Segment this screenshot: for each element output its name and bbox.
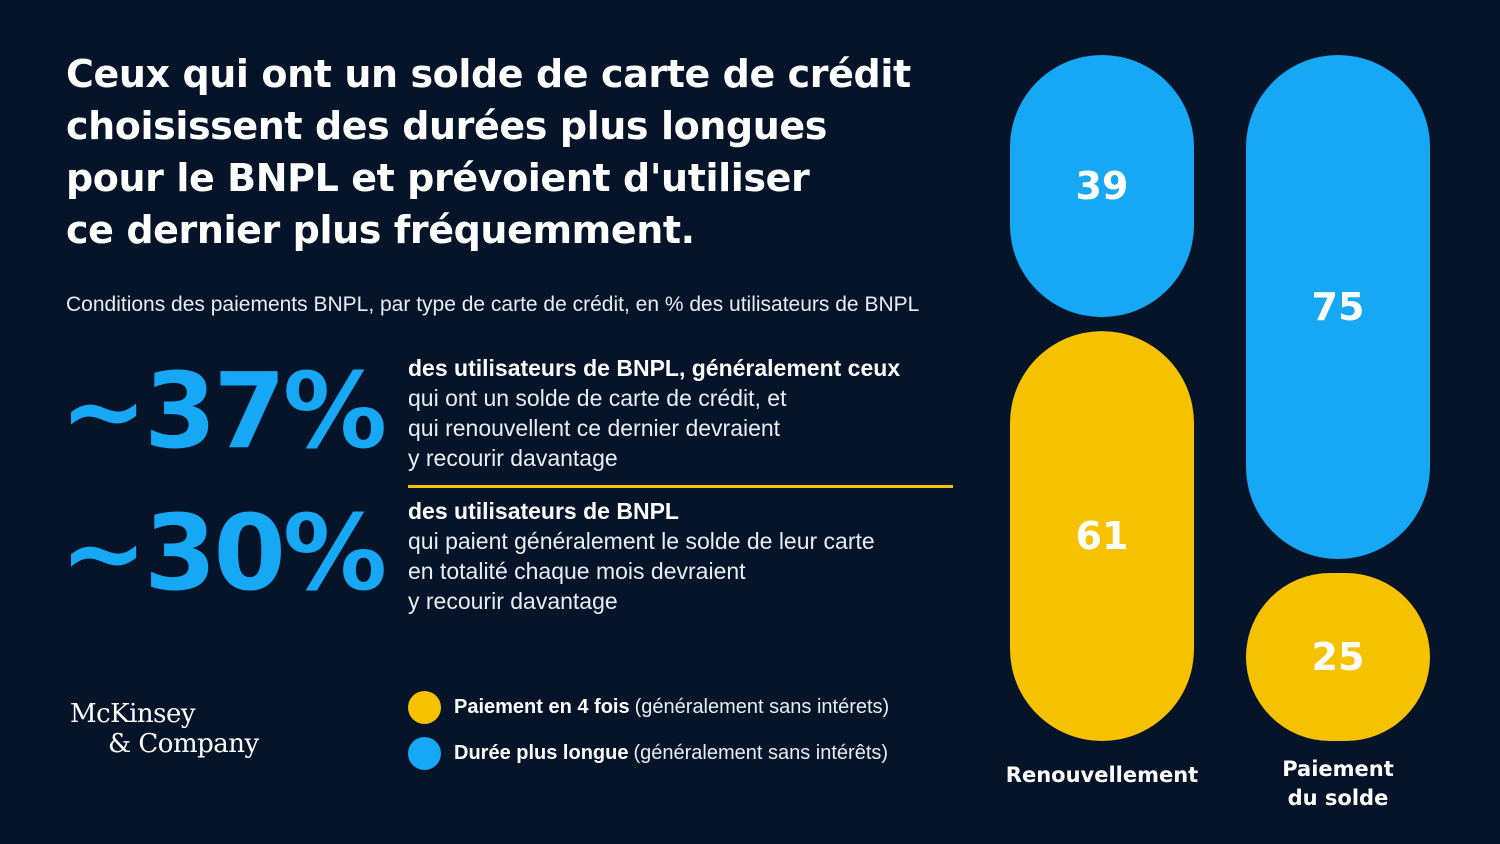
stat-description-line: en totalité chaque mois devraient <box>408 558 746 584</box>
divider <box>408 485 953 488</box>
title-line: ce dernier plus fréquemment. <box>66 208 695 252</box>
bar-segment <box>1010 55 1194 318</box>
bar-segment <box>1246 55 1430 559</box>
stat-description-full-payment: des utilisateurs de BNPL qui paient géné… <box>408 496 875 616</box>
stat-description-line: des utilisateurs de BNPL <box>408 498 679 524</box>
legend-label: Paiement en 4 fois <box>454 695 630 718</box>
data-label: 39 <box>1076 164 1129 208</box>
stat-value-full-payment: ~30% <box>60 492 387 614</box>
category-label: du solde <box>1288 786 1389 810</box>
legend-note: (généralement sans intérets) <box>634 695 890 718</box>
title-line: Ceux qui ont un solde de carte de crédit <box>66 52 911 96</box>
title-line: choisissent des durées plus longues <box>66 104 827 148</box>
legend-label: Durée plus longue <box>454 741 629 764</box>
logo-line: & Company <box>108 729 259 759</box>
logo-line: McKinsey <box>70 699 196 729</box>
chart-legend: Paiement en 4 fois (généralement sans in… <box>408 690 889 782</box>
stat-description-line: qui paient généralement le solde de leur… <box>408 528 875 554</box>
bar-segment <box>1010 331 1194 741</box>
legend-item-longer-term: Durée plus longue (généralement sans int… <box>408 736 889 770</box>
data-label: 61 <box>1076 514 1129 558</box>
chart-subtitle: Conditions des paiements BNPL, par type … <box>66 293 920 316</box>
title-line: pour le BNPL et prévoient d'utiliser <box>66 156 810 200</box>
stat-description-line: qui ont un solde de carte de crédit, et <box>408 385 787 411</box>
legend-swatch-blue <box>408 736 441 770</box>
mckinsey-logo: McKinsey & Company <box>70 699 259 759</box>
legend-note: (généralement sans intérêts) <box>633 741 889 764</box>
category-label: Paiement <box>1282 757 1394 781</box>
chart-title: Ceux qui ont un solde de carte de crédit… <box>66 48 966 256</box>
data-label: 25 <box>1312 635 1365 679</box>
stat-description-line: des utilisateurs de BNPL, généralement c… <box>408 355 901 381</box>
stat-description-line: y recourir davantage <box>408 445 618 471</box>
data-label: 75 <box>1312 285 1365 329</box>
category-label: Renouvellement <box>1006 763 1198 787</box>
bar-segment <box>1246 573 1430 741</box>
stat-value-renewal: ~37% <box>60 350 387 472</box>
legend-swatch-yellow <box>408 690 441 724</box>
stat-description-line: y recourir davantage <box>408 588 618 614</box>
stat-description-line: qui renouvellent ce dernier devraient <box>408 415 781 441</box>
stat-description-renewal: des utilisateurs de BNPL, généralement c… <box>408 353 900 473</box>
legend-item-pay-in-4: Paiement en 4 fois (généralement sans in… <box>408 690 889 724</box>
